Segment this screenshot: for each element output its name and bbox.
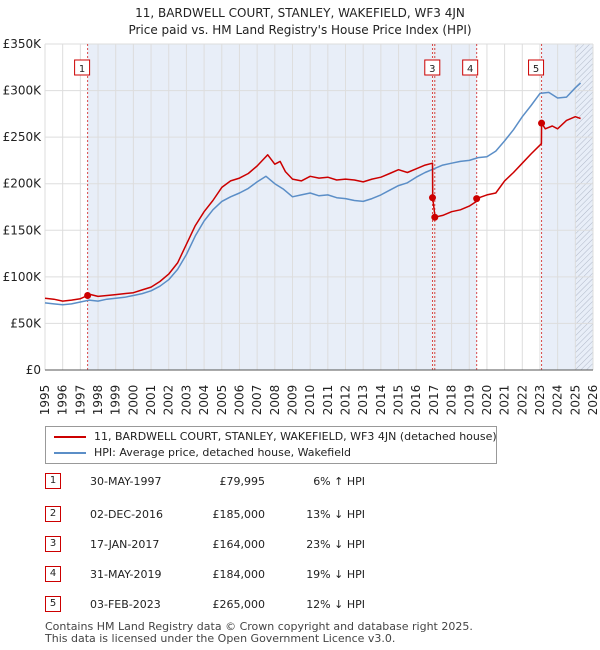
y-tick-label: £200K (3, 177, 43, 191)
sale-number-badge: 4 (45, 566, 61, 582)
sale-date: 02-DEC-2016 (90, 508, 164, 521)
sale-number-box (528, 59, 545, 76)
x-tick-label: 1998 (91, 385, 105, 416)
sale-price: £184,000 (212, 568, 266, 581)
legend: 11, BARDWELL COURT, STANLEY, WAKEFIELD, … (45, 426, 497, 464)
footer-copyright: Contains HM Land Registry data © Crown c… (45, 620, 473, 633)
x-tick-label: 2017 (427, 385, 441, 416)
sale-number-badge: 1 (45, 473, 61, 489)
sale-hpi-diff: 12% ↓ HPI (306, 598, 365, 611)
sale-number-badge: 2 (45, 506, 61, 522)
x-tick-label: 2016 (409, 385, 423, 416)
x-tick-label: 2008 (268, 385, 282, 416)
x-tick-label: 2010 (303, 385, 317, 416)
x-tick-label: 2024 (551, 385, 565, 416)
sale-hpi-diff: 19% ↓ HPI (306, 568, 365, 581)
sale-row: 4 31-MAY-2019 £184,000 19% ↓ HPI (45, 566, 385, 584)
x-tick-label: 1995 (38, 385, 52, 416)
price-series-line (44, 115, 581, 302)
x-tick-label: 2012 (339, 385, 353, 416)
x-tick-label: 2002 (162, 385, 176, 416)
sale-number-label: 3 (429, 64, 435, 75)
sale-date: 31-MAY-2019 (90, 568, 162, 581)
sale-price: £185,000 (212, 508, 266, 521)
y-tick-label: £350K (3, 37, 43, 51)
sale-number-box (424, 59, 441, 76)
sale-number-label: 5 (533, 64, 539, 75)
ownership-shade-region (87, 44, 433, 370)
ownership-shade-region (434, 44, 477, 370)
x-tick-label: 2006 (232, 385, 246, 416)
sale-row: 3 17-JAN-2017 £164,000 23% ↓ HPI (45, 536, 385, 554)
sale-point (428, 194, 436, 202)
sale-number-box (462, 59, 479, 76)
x-tick-label: 2026 (586, 385, 600, 416)
x-tick-label: 1996 (56, 385, 70, 416)
sale-point (431, 213, 439, 221)
sale-date: 30-MAY-1997 (90, 475, 162, 488)
x-tick-label: 2022 (515, 385, 529, 416)
legend-swatch-hpi (54, 452, 86, 454)
sale-number-box (74, 59, 91, 76)
legend-label-hpi: HPI: Average price, detached house, Wake… (94, 446, 352, 459)
x-tick-label: 2001 (144, 385, 158, 416)
x-tick-label: 2014 (374, 385, 388, 416)
y-tick-label: £250K (3, 130, 43, 144)
sale-point (84, 291, 92, 299)
x-tick-label: 2021 (498, 385, 512, 416)
sale-row: 5 03-FEB-2023 £265,000 12% ↓ HPI (45, 596, 385, 614)
x-tick-label: 2015 (392, 385, 406, 416)
sale-number-badge: 3 (45, 536, 61, 552)
chart-subtitle: Price paid vs. HM Land Registry's House … (128, 23, 472, 37)
legend-swatch-price (54, 436, 86, 438)
x-tick-label: 2020 (480, 385, 494, 416)
x-tick-label: 1999 (109, 385, 123, 416)
sale-row: 2 02-DEC-2016 £185,000 13% ↓ HPI (45, 506, 385, 524)
chart-title: 11, BARDWELL COURT, STANLEY, WAKEFIELD, … (135, 6, 465, 20)
sale-date: 17-JAN-2017 (90, 538, 160, 551)
x-tick-label: 2009 (285, 385, 299, 416)
chart-svg: 1 3 4 5 £0 £50K £100K £150K £200K £250K £300K £350K… (3, 37, 600, 416)
x-tick-label: 2000 (126, 385, 140, 416)
sale-point (538, 119, 546, 127)
x-tick-label: 2011 (321, 385, 335, 416)
sale-point (473, 195, 481, 203)
x-tick-label: 2007 (250, 385, 264, 416)
y-tick-label: £50K (10, 316, 42, 330)
x-tick-label: 2025 (568, 385, 582, 416)
sale-number-badge: 5 (45, 596, 61, 612)
sale-hpi-diff: 6% ↑ HPI (313, 475, 365, 488)
sale-hpi-diff: 13% ↓ HPI (306, 508, 365, 521)
x-tick-label: 2013 (356, 385, 370, 416)
projection-hatch (575, 44, 593, 370)
sale-row: 1 30-MAY-1997 £79,995 6% ↑ HPI (45, 473, 385, 491)
sale-price: £79,995 (219, 475, 266, 488)
legend-label-price: 11, BARDWELL COURT, STANLEY, WAKEFIELD, … (94, 430, 497, 443)
x-tick-label: 2005 (215, 385, 229, 416)
sale-date: 03-FEB-2023 (90, 598, 161, 611)
x-tick-label: 2018 (445, 385, 459, 416)
y-tick-label: £0 (26, 363, 41, 377)
hpi-series-line (44, 82, 582, 306)
sale-number-label: 4 (467, 64, 473, 75)
footer-licence: This data is licensed under the Open Gov… (45, 632, 396, 645)
sale-hpi-diff: 23% ↓ HPI (306, 538, 365, 551)
y-tick-label: £100K (3, 270, 43, 284)
x-tick-label: 2023 (533, 385, 547, 416)
sale-number-label: 1 (79, 64, 85, 75)
x-tick-label: 2004 (197, 385, 211, 416)
y-tick-label: £150K (3, 223, 43, 237)
x-tick-label: 2019 (462, 385, 476, 416)
x-tick-label: 1997 (73, 385, 87, 416)
sale-price: £265,000 (212, 598, 266, 611)
y-tick-label: £300K (3, 84, 43, 98)
x-tick-label: 2003 (179, 385, 193, 416)
sale-price: £164,000 (212, 538, 266, 551)
